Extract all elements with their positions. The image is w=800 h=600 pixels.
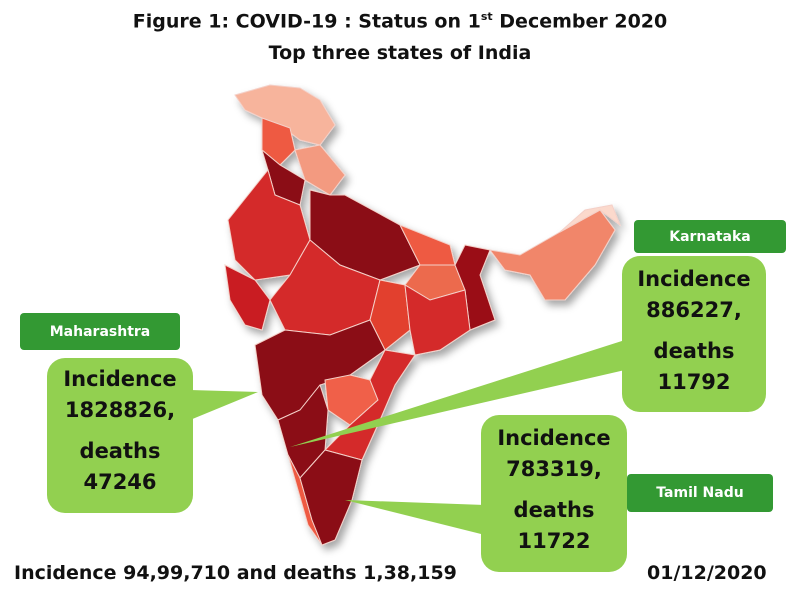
deaths-label: deaths bbox=[513, 498, 595, 522]
maharashtra-label: Maharashtra bbox=[20, 313, 180, 350]
national-summary: Incidence 94,99,710 and deaths 1,38,159 bbox=[14, 562, 457, 584]
region-arunachal bbox=[559, 204, 622, 233]
tamilnadu-label: Tamil Nadu bbox=[627, 474, 773, 512]
region-uttarakhand bbox=[294, 144, 346, 196]
deaths-label: deaths bbox=[653, 339, 735, 363]
figure-title: Figure 1: COVID-19 : Status on 1st Decem… bbox=[132, 10, 668, 33]
karnataka-pointer bbox=[290, 340, 625, 447]
region-gujarat bbox=[224, 264, 271, 331]
tamilnadu-pointer bbox=[345, 500, 485, 535]
karnataka-label: Karnataka bbox=[634, 220, 786, 253]
deaths-value: 47246 bbox=[83, 470, 157, 494]
region-himachal bbox=[261, 117, 296, 166]
maharashtra-pointer bbox=[190, 390, 258, 420]
deaths-value: 11722 bbox=[517, 529, 591, 553]
deaths-label: deaths bbox=[79, 439, 161, 463]
incidence-label: Incidence bbox=[63, 367, 177, 391]
karnataka-callout: Incidence 886227, deaths 11792 bbox=[622, 256, 766, 412]
figure-subtitle: Top three states of India bbox=[268, 42, 532, 64]
region-northeast bbox=[488, 209, 616, 301]
region-tamilnadu bbox=[299, 449, 363, 546]
report-date: 01/12/2020 bbox=[647, 562, 767, 584]
incidence-label: Incidence bbox=[637, 267, 751, 291]
tamilnadu-callout: Incidence 783319, deaths 11722 bbox=[481, 415, 627, 572]
incidence-value: 886227, bbox=[646, 298, 742, 322]
incidence-value: 1828826, bbox=[64, 398, 176, 422]
deaths-value: 11792 bbox=[657, 370, 731, 394]
region-odisha bbox=[404, 284, 471, 356]
incidence-value: 783319, bbox=[506, 457, 602, 481]
maharashtra-callout: Incidence 1828826, deaths 47246 bbox=[47, 358, 193, 513]
incidence-label: Incidence bbox=[497, 426, 611, 450]
